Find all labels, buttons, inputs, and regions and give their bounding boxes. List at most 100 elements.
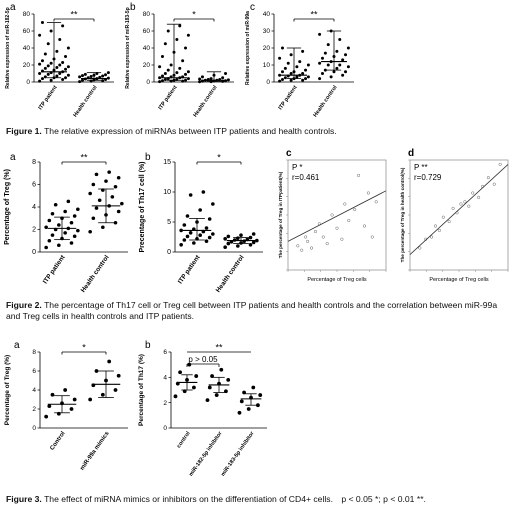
fig2c-data-point bbox=[335, 226, 339, 230]
fig2b-chart: b 0 5 10 15 Precentage of Th17 cell (%) ITP pa… bbox=[139, 152, 263, 294]
fig2a-data-point bbox=[97, 198, 102, 203]
fig2c-data-point bbox=[300, 248, 304, 252]
fig1a-data-point bbox=[64, 76, 68, 80]
fig3b-x-category: miR-182-5p inhibitor bbox=[188, 430, 224, 478]
fig2b-data-point bbox=[236, 236, 240, 240]
fig1a-data-point bbox=[46, 64, 50, 68]
fig2-panel-b: b 0 5 10 15 Precentage of Th17 cell (%) ITP pa… bbox=[135, 150, 270, 294]
fig1b-data-point bbox=[158, 76, 162, 80]
fig2c-data-point bbox=[347, 218, 351, 223]
fig2a-y-tick-label: 8 bbox=[32, 159, 36, 166]
fig1c-data-point bbox=[304, 68, 308, 72]
fig1a-data-point bbox=[49, 61, 53, 65]
fig2a-data-point bbox=[66, 199, 71, 204]
fig2c-data-point bbox=[353, 207, 357, 212]
fig3-panel-a: a 0 2 4 6 8 Percentage of Treg (%) Control miR-9… bbox=[0, 338, 135, 488]
fig3-panel-b: b 0 2 4 6 Percentage of Th17 (%) control miR-18… bbox=[135, 338, 275, 488]
fig1a-data-point bbox=[40, 21, 44, 24]
fig1c-data-point bbox=[280, 77, 284, 81]
fig2d-x-label: Percentage of Treg cells bbox=[429, 277, 489, 283]
fig1-panel-b: b 0 20 40 60 80 Relative expression of miR-183… bbox=[120, 0, 240, 118]
fig2b-data-point bbox=[226, 234, 231, 239]
fig2c-data-point bbox=[325, 242, 329, 246]
fig2b-data-point bbox=[182, 238, 187, 242]
fig3b-data-point bbox=[251, 385, 256, 390]
fig2c-data-point bbox=[370, 235, 374, 239]
fig1b-data-point bbox=[200, 75, 204, 79]
figure3-caption: Figure 3. The effect of miRNA mimics or … bbox=[6, 494, 426, 505]
fig1b-data-point bbox=[158, 80, 162, 84]
fig1a-y-label: Relative expression of miR-182-5p bbox=[5, 7, 11, 88]
fig1c-data-point bbox=[326, 63, 330, 67]
fig1a-data-point bbox=[43, 52, 47, 56]
fig1b-data-point bbox=[178, 24, 182, 28]
fig3b-data-point bbox=[224, 389, 228, 394]
fig3a-data-point bbox=[44, 414, 49, 419]
fig1c-x-category: Health control bbox=[313, 84, 339, 118]
fig1c-data-point bbox=[295, 65, 299, 69]
fig1a-data-point bbox=[106, 76, 110, 80]
fig2a-data-point bbox=[69, 220, 74, 225]
fig2d-data-point bbox=[430, 235, 434, 239]
figure3-caption-significance: p < 0.05 *; p < 0.01 **. bbox=[341, 494, 426, 504]
fig2b-y-tick-label: 10 bbox=[163, 189, 171, 196]
fig2b-data-point bbox=[179, 228, 183, 233]
fig2a-data-point bbox=[104, 179, 108, 183]
fig2a-x-category: ITP patient bbox=[42, 253, 67, 285]
fig1c-data-point bbox=[306, 63, 310, 67]
fig1a-x-category: Health control bbox=[73, 84, 99, 118]
fig1c-data-point bbox=[332, 70, 336, 74]
fig1c-data-point bbox=[344, 53, 348, 57]
fig3b-data-point bbox=[239, 399, 244, 404]
fig1c-data-point bbox=[301, 78, 305, 82]
fig2d-plot-frame bbox=[409, 159, 509, 271]
fig3a-data-point bbox=[116, 373, 121, 378]
fig2d-data-point bbox=[451, 206, 455, 210]
fig2a-data-point bbox=[91, 182, 96, 187]
fig1a-data-point bbox=[43, 66, 47, 70]
fig1a-data-point bbox=[89, 74, 93, 78]
fig1c-letter: c bbox=[250, 2, 255, 13]
fig1c-data-point bbox=[323, 68, 327, 72]
fig2a-sig-label: ** bbox=[80, 153, 88, 163]
fig2b-x-category: Health control bbox=[215, 254, 246, 294]
figure2-caption-label: Figure 2. bbox=[6, 300, 42, 310]
fig2b-data-point bbox=[251, 232, 256, 236]
fig1a-y-tick-label: 40 bbox=[23, 45, 31, 52]
fig1a-y-tick-label: 60 bbox=[23, 28, 31, 35]
fig1a-y-tick-label: 20 bbox=[23, 62, 31, 69]
fig1b-data-point bbox=[184, 46, 188, 50]
fig3a-data-point bbox=[63, 388, 68, 392]
fig2d-data-point bbox=[498, 162, 502, 166]
fig2a-data-point bbox=[53, 202, 58, 207]
fig3b-y-tick-label: 6 bbox=[163, 349, 167, 356]
fig2d-data-point bbox=[467, 204, 471, 208]
fig2a-y-tick-label: 0 bbox=[32, 249, 36, 256]
fig3a-data-point bbox=[72, 397, 77, 402]
figure2-caption-text: The percentage of Th17 cell or Treg cell… bbox=[6, 300, 498, 321]
fig2c-data-point bbox=[321, 235, 325, 239]
fig1c-data-point bbox=[278, 56, 282, 60]
fig1a-data-point bbox=[61, 60, 65, 64]
fig1a-data-point bbox=[40, 77, 44, 81]
fig2c-data-point bbox=[330, 213, 334, 217]
fig2c-x-label: Percentage of Treg cells bbox=[307, 277, 367, 283]
fig1b-letter: b bbox=[130, 2, 136, 13]
fig2a-y-label: Percentage of Treg (%) bbox=[4, 169, 11, 245]
fig1c-data-point bbox=[283, 76, 287, 80]
fig2d-data-point bbox=[437, 228, 441, 232]
fig2a-data-point bbox=[50, 233, 55, 237]
fig1a-sig-label: ** bbox=[70, 10, 78, 20]
fig1a-letter: a bbox=[10, 2, 16, 13]
figure1-caption-label: Figure 1. bbox=[6, 126, 42, 136]
fig2c-letter: c bbox=[286, 148, 292, 159]
fig2a-y-tick-label: 6 bbox=[32, 182, 36, 189]
fig1c-y-tick-label: 0 bbox=[266, 79, 270, 86]
fig2b-y-tick-label: 15 bbox=[163, 159, 171, 166]
fig2a-data-point bbox=[116, 175, 121, 180]
fig1a-data-point bbox=[78, 75, 82, 79]
fig1b-data-point bbox=[163, 42, 167, 46]
fig1a-data-point bbox=[55, 66, 59, 70]
fig1c-data-point bbox=[344, 70, 348, 74]
